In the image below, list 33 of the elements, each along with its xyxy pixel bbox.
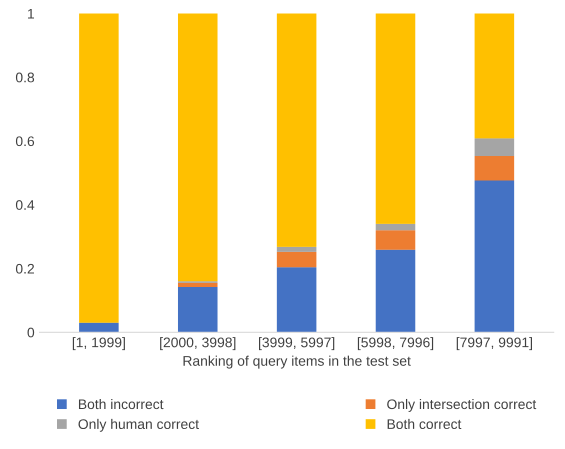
legend-label: Only intersection correct <box>387 398 536 412</box>
bar <box>376 230 416 250</box>
bar <box>276 13 316 247</box>
bar <box>79 322 119 332</box>
legend-label: Both correct <box>388 418 462 430</box>
y-tick-label: 0.8 <box>16 72 34 82</box>
y-tick-label: 0.4 <box>16 200 34 210</box>
bar <box>474 13 514 138</box>
x-tick-label: [2000, 3998] <box>160 337 236 350</box>
x-tick-label: [7997, 9991] <box>456 337 532 350</box>
bar <box>276 252 316 268</box>
x-axis-title: Ranking of query items in the test set <box>184 356 411 369</box>
bar <box>79 13 119 323</box>
bar <box>474 156 514 181</box>
x-tick-label: [3999, 5997] <box>259 337 334 350</box>
bar <box>276 267 316 332</box>
bar <box>178 13 218 282</box>
y-tick-label: 0 <box>28 328 34 338</box>
bar <box>276 246 316 252</box>
y-tick-label: 0.2 <box>16 264 34 274</box>
x-tick-label: [5998, 7996] <box>358 337 434 350</box>
bar <box>376 224 416 230</box>
bar <box>474 138 514 156</box>
bar <box>178 286 218 332</box>
legend-label: Only human correct <box>78 418 199 432</box>
bar <box>178 282 218 287</box>
y-tick-label: 1 <box>28 8 34 19</box>
legend-label: Both incorrect <box>78 398 164 410</box>
bar <box>376 13 416 224</box>
bar <box>376 250 416 332</box>
bar <box>474 180 514 332</box>
x-tick-label: [1, 1999] <box>72 337 125 350</box>
y-tick-label: 0.6 <box>16 136 34 146</box>
